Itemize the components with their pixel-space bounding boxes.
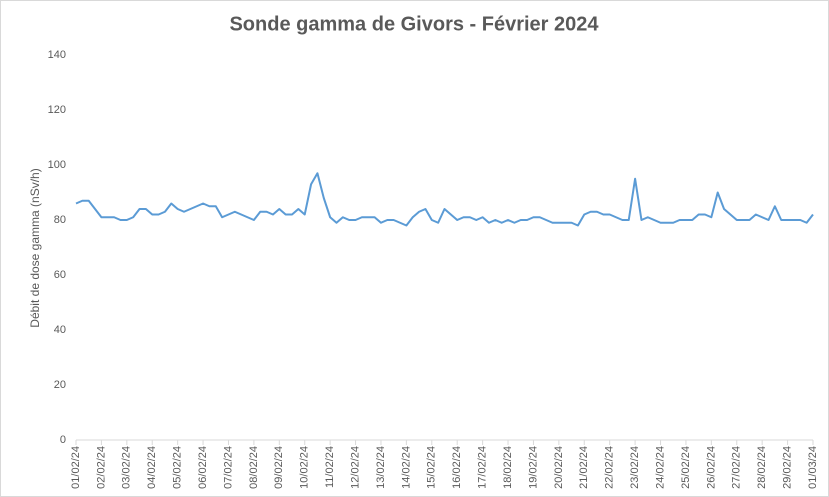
x-tick-label: 17/02/24 [477, 446, 489, 489]
data-line [75, 172, 814, 227]
y-tick-label: 100 [48, 159, 66, 171]
x-tick-label: 14/02/24 [400, 446, 412, 489]
x-tick-label: 01/03/24 [807, 446, 819, 489]
x-tick-label: 24/02/24 [654, 446, 666, 489]
x-tick-label: 22/02/24 [604, 446, 616, 489]
y-tick-label: 40 [54, 324, 66, 336]
x-tick-label: 16/02/24 [451, 446, 463, 489]
x-tick-label: 06/02/24 [197, 446, 209, 489]
x-tick-label: 27/02/24 [731, 446, 743, 489]
x-tick-label: 09/02/24 [273, 446, 285, 489]
x-tick-label: 18/02/24 [502, 446, 514, 489]
x-tick-label: 02/02/24 [95, 446, 107, 489]
x-tick-label: 19/02/24 [527, 446, 539, 489]
y-tick-label: 80 [54, 214, 66, 226]
x-tick-label: 20/02/24 [553, 446, 565, 489]
x-tick-label: 04/02/24 [146, 446, 158, 489]
x-tick-label: 12/02/24 [349, 446, 361, 489]
y-tick-label: 0 [60, 434, 66, 446]
x-tick-label: 23/02/24 [629, 446, 641, 489]
x-tick-label: 10/02/24 [299, 446, 311, 489]
x-tick-label: 07/02/24 [222, 446, 234, 489]
x-tick-label: 28/02/24 [756, 446, 768, 489]
y-tick-label: 20 [54, 379, 66, 391]
x-tick-label: 01/02/24 [70, 446, 82, 489]
x-tick-label: 05/02/24 [172, 446, 184, 489]
y-axis-label: Débit de dose gamma (nSv/h) [28, 168, 42, 327]
y-tick-label: 60 [54, 269, 66, 281]
x-tick-label: 08/02/24 [248, 446, 260, 489]
x-tick-label: 15/02/24 [426, 446, 438, 489]
x-tick-label: 26/02/24 [705, 446, 717, 489]
chart-title: Sonde gamma de Givors - Février 2024 [229, 13, 599, 35]
y-tick-label: 120 [48, 104, 66, 116]
x-tick-label: 25/02/24 [680, 446, 692, 489]
x-tick-label: 11/02/24 [324, 446, 336, 488]
x-tick-label: 29/02/24 [781, 446, 793, 489]
x-tick-label: 21/02/24 [578, 446, 590, 489]
x-tick-label: 03/02/24 [121, 446, 133, 489]
y-tick-label: 140 [48, 49, 66, 61]
x-tick-label: 13/02/24 [375, 446, 387, 489]
